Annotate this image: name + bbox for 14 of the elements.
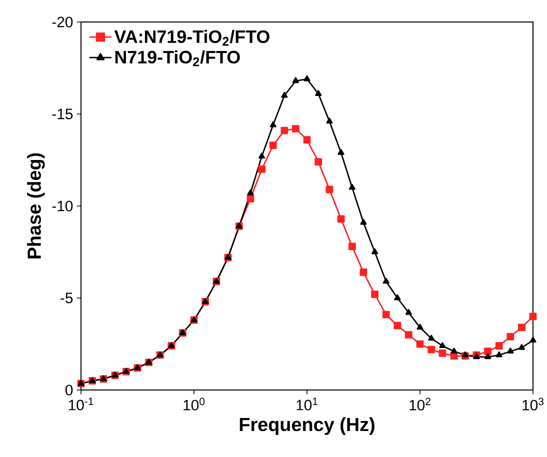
x-tick-label: 10$^{1}$	[296, 398, 318, 410]
y-tick-label: -5	[60, 292, 73, 304]
x-tick-label: 10$^{2}$	[410, 398, 430, 410]
x-tick-label: 10$^{-1}$	[68, 398, 94, 410]
y-axis-title: Phase (deg)	[27, 153, 45, 258]
legend-label: VA:N719-TiO$_{2}$/FTO	[114, 30, 270, 46]
x-tick-label: 10$^{0}$	[184, 398, 205, 410]
y-tick-label: -15	[52, 108, 73, 120]
y-tick-label: -20	[52, 16, 73, 28]
x-axis-title: Frequency (Hz)	[240, 417, 374, 435]
legend-label: N719-TiO$_{2}$/FTO	[115, 50, 240, 66]
y-tick-label: 0	[66, 384, 73, 396]
y-tick-label: -10	[52, 200, 73, 212]
x-tick-label: 10$^{3}$	[522, 398, 544, 410]
